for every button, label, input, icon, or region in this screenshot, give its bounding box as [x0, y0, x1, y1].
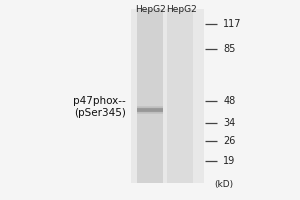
- Bar: [137, 109, 163, 110]
- Text: HepG2: HepG2: [135, 5, 165, 14]
- Text: 26: 26: [223, 136, 236, 146]
- Bar: [137, 108, 163, 109]
- Text: 48: 48: [223, 96, 236, 106]
- Text: p47phox--: p47phox--: [74, 96, 126, 106]
- Bar: [137, 111, 163, 112]
- Text: 34: 34: [223, 118, 236, 128]
- Bar: [137, 112, 163, 113]
- Bar: [137, 113, 163, 114]
- Bar: [130, 9, 204, 183]
- Text: 117: 117: [223, 19, 242, 29]
- Bar: [137, 108, 163, 112]
- Text: 19: 19: [223, 156, 236, 166]
- Text: HepG2: HepG2: [166, 5, 197, 14]
- Bar: [137, 107, 163, 108]
- Bar: [167, 9, 193, 183]
- Bar: [137, 106, 163, 107]
- Text: (pSer345): (pSer345): [74, 108, 126, 118]
- Bar: [137, 110, 163, 111]
- Text: (kD): (kD): [214, 180, 233, 189]
- Bar: [137, 9, 163, 183]
- Text: 85: 85: [223, 44, 236, 54]
